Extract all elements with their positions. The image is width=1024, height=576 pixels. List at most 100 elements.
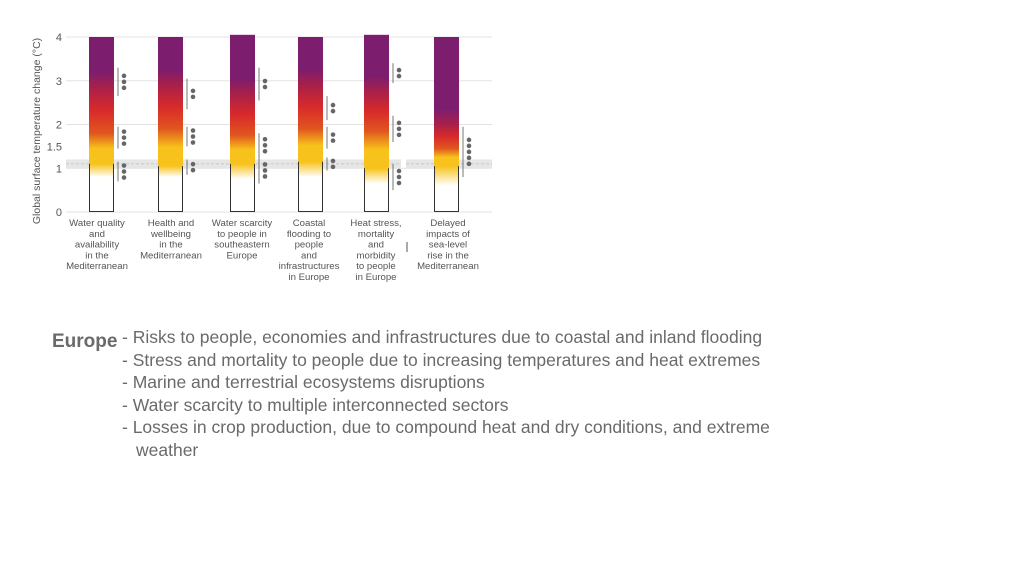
category-label-line: rise in the: [427, 250, 469, 261]
confidence-dot: [396, 174, 402, 180]
risk-item: Water scarcity to multiple interconnecte…: [122, 394, 822, 417]
risk-list: Risks to people, economies and infrastru…: [122, 326, 822, 461]
ember-bar-outline: [434, 166, 459, 212]
confidence-dot: [121, 73, 127, 79]
category-label-line: and: [301, 250, 317, 261]
y-tick-label: 0: [56, 207, 62, 219]
confidence-dot: [121, 175, 127, 180]
risk-item: Marine and terrestrial ecosystems disrup…: [122, 371, 822, 394]
confidence-dot: [330, 164, 336, 170]
confidence-dot: [330, 108, 336, 114]
confidence-dot: [190, 128, 196, 133]
risk-burning-embers-chart: 0 1 1.5 2 3 4 Global surface temperature chan…: [31, 32, 492, 283]
category-label-line: in Europe: [288, 272, 329, 283]
confidence-dot: [121, 163, 127, 168]
category-label-line: flooding to: [287, 229, 331, 240]
ember-bars: [89, 34, 459, 212]
category-label-line: and: [89, 229, 105, 240]
category-label-line: availability: [75, 240, 119, 251]
confidence-dot: [121, 135, 127, 140]
confidence-dot: [190, 134, 196, 139]
confidence-dot: [121, 141, 127, 146]
confidence-dot: [396, 126, 402, 132]
confidence-dot: [262, 174, 268, 179]
category-label-line: sea-level: [429, 240, 467, 251]
confidence-dot: [190, 140, 196, 145]
y-tick-label: 1.5: [47, 141, 62, 153]
confidence-dot: [330, 132, 336, 137]
confidence-dot: [330, 138, 336, 143]
y-axis-title: Global surface temperature change (°C): [31, 38, 43, 224]
ember-bar: [364, 34, 389, 212]
confidence-dot: [396, 73, 402, 79]
category-label-line: Mediterranean: [417, 261, 479, 272]
confidence-dot: [121, 79, 127, 85]
recent-warming-band: [66, 159, 492, 169]
confidence-dot: [121, 169, 127, 174]
ember-bar: [298, 37, 323, 212]
category-label-line: in the: [85, 250, 108, 261]
category-label-line: mortality: [358, 229, 394, 240]
category-label-line: wellbeing: [150, 229, 191, 240]
category-label-line: morbidity: [357, 250, 396, 261]
confidence-dot: [121, 129, 127, 134]
ember-bar-outline: [230, 163, 255, 212]
risk-item: Stress and mortality to people due to in…: [122, 349, 822, 372]
category-label-line: infrastructures: [279, 261, 340, 272]
confidence-dot: [466, 161, 472, 167]
category-label-line: in the: [159, 240, 182, 251]
confidence-dot: [190, 94, 196, 100]
y-tick-label: 1: [56, 163, 62, 175]
category-label-line: and: [368, 240, 384, 251]
category-label-line: Mediterranean: [140, 250, 202, 261]
confidence-dot: [190, 161, 196, 167]
confidence-dot: [262, 148, 268, 154]
gridlines: [66, 36, 492, 213]
confidence-dot: [121, 85, 127, 91]
confidence-dot: [466, 143, 472, 149]
confidence-dot: [466, 137, 472, 143]
confidence-dot: [396, 132, 402, 138]
ember-bar-outline: [298, 161, 323, 212]
category-label: Water scarcity to people in southeastern Eu…: [212, 218, 273, 261]
confidence-dot: [466, 155, 472, 161]
confidence-dot: [262, 162, 268, 167]
confidence-dot: [262, 84, 268, 90]
confidence-dot: [396, 168, 402, 174]
confidence-dot: [396, 67, 402, 73]
category-label-line: to people: [356, 261, 395, 272]
category-label: Water quality and availability in the Medite…: [66, 218, 128, 272]
category-label-line: Delayed: [430, 218, 465, 229]
category-label-line: southeastern: [214, 240, 269, 251]
category-label: Coastal flooding to people and infrastructur…: [279, 218, 340, 283]
confidence-dot: [396, 120, 402, 126]
confidence-dot: [190, 88, 196, 94]
y-axis-ticks: 0 1 1.5 2 3 4: [47, 32, 62, 219]
y-tick-label: 2: [56, 120, 62, 132]
category-label-line: Water scarcity: [212, 218, 273, 229]
confidence-dot: [262, 78, 268, 84]
confidence-markers: [117, 63, 472, 191]
ember-bar-outline: [364, 168, 389, 212]
category-label-line: Mediterranean: [66, 261, 128, 272]
confidence-dot: [262, 142, 268, 148]
category-label: Health and wellbeing in the Mediterranean: [140, 218, 202, 261]
category-label: Delayed impacts of sea-level rise in the Med…: [417, 218, 479, 272]
category-label-line: Health and: [148, 218, 194, 229]
y-tick-label: 4: [56, 32, 62, 44]
category-labels: Water quality and availability in the Medite…: [66, 218, 479, 283]
category-label-line: Coastal: [293, 218, 326, 229]
region-title: Europe: [52, 331, 118, 352]
confidence-dot: [466, 149, 472, 155]
confidence-dot: [262, 136, 268, 142]
category-label-line: people: [295, 240, 324, 251]
category-label: Heat stress, mortality and morbidity to peop…: [350, 218, 401, 283]
category-label-line: Europe: [227, 250, 258, 261]
ember-bar-outline: [158, 166, 183, 212]
category-label-line: Heat stress,: [350, 218, 401, 229]
confidence-dot: [396, 180, 402, 186]
confidence-dot: [330, 102, 336, 108]
confidence-dot: [262, 168, 268, 173]
ember-bar-outline: [89, 163, 114, 212]
ember-bar: [230, 34, 255, 212]
